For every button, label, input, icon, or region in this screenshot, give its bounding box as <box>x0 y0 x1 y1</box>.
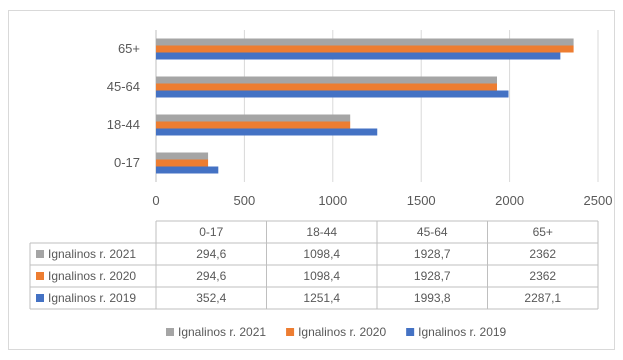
table-cell: 352,4 <box>196 291 226 305</box>
x-tick-label: 500 <box>234 193 256 208</box>
x-tick-label: 2000 <box>495 193 524 208</box>
bar <box>156 152 209 160</box>
bar <box>156 90 509 98</box>
category-label: 18-44 <box>107 117 140 132</box>
x-tick-label: 2500 <box>584 193 613 208</box>
table-cell: 2287,1 <box>524 291 561 305</box>
legend-swatch <box>286 328 295 336</box>
category-label: 65+ <box>118 41 140 56</box>
table-cell: 1098,4 <box>303 269 340 283</box>
x-tick-label: 1500 <box>407 193 436 208</box>
table-row-label: Ignalinos r. 2020 <box>48 269 136 283</box>
table-cell: 1928,7 <box>414 269 451 283</box>
bar <box>156 76 497 84</box>
table-cell: 1928,7 <box>414 247 451 261</box>
legend-key <box>36 294 44 302</box>
x-tick-label: 1000 <box>318 193 347 208</box>
table-cell: 294,6 <box>196 269 226 283</box>
bar <box>156 38 574 46</box>
table-cell: 1098,4 <box>303 247 340 261</box>
bar <box>156 52 561 60</box>
legend-key <box>36 272 44 280</box>
x-tick-labels: 0 500 1000 1500 2000 2500 <box>152 193 612 208</box>
bar <box>156 128 378 136</box>
legend-swatch <box>406 328 415 336</box>
table-header-cell: 0-17 <box>199 225 223 239</box>
bars <box>156 38 574 174</box>
table-row-label: Ignalinos r. 2019 <box>48 291 136 305</box>
bar <box>156 83 497 91</box>
bar <box>156 159 209 167</box>
legend: Ignalinos r. 2021 Ignalinos r. 2020 Ignali… <box>166 325 507 339</box>
legend-label: Ignalinos r. 2020 <box>298 325 386 339</box>
table-cell: 2362 <box>529 247 556 261</box>
table-cell: 294,6 <box>196 247 226 261</box>
table-cell: 1251,4 <box>303 291 340 305</box>
data-table: 0-17 18-44 45-64 65+ Ignalinos r. 2021 294,6 1… <box>29 220 599 310</box>
table-cell: 1993,8 <box>414 291 451 305</box>
bar <box>156 121 351 129</box>
x-tick-label: 0 <box>152 193 159 208</box>
chart-frame <box>8 10 615 350</box>
category-labels: 0-17 18-44 45-64 65+ <box>107 41 140 170</box>
table-header-cell: 45-64 <box>417 225 448 239</box>
legend-swatch <box>166 328 174 336</box>
bar <box>156 45 574 53</box>
legend-key <box>36 250 44 258</box>
category-label: 45-64 <box>107 79 140 94</box>
table-cell: 2362 <box>529 269 556 283</box>
bar <box>156 166 219 174</box>
legend-label: Ignalinos r. 2019 <box>418 325 506 339</box>
table-header-cell: 18-44 <box>306 225 337 239</box>
table-row-label: Ignalinos r. 2021 <box>48 247 136 261</box>
bar <box>156 114 351 122</box>
legend-label: Ignalinos r. 2021 <box>178 325 266 339</box>
category-label: 0-17 <box>114 155 140 170</box>
table-header-cell: 65+ <box>533 225 553 239</box>
